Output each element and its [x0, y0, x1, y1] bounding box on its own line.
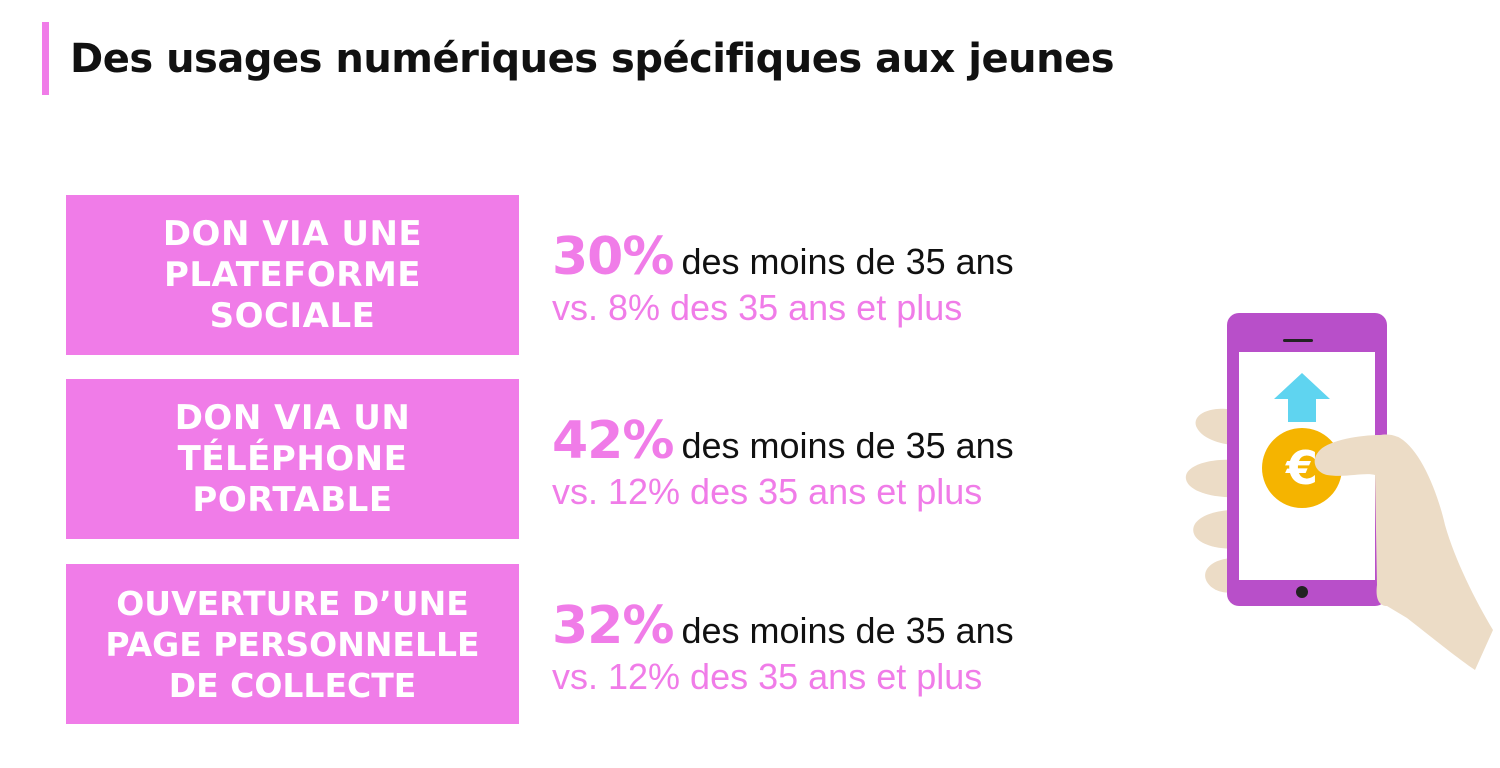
stat-older-comparison: vs. 8% des 35 ans et plus — [552, 287, 963, 328]
stat-percent: 32% — [552, 596, 674, 656]
stat-young-text: des moins de 35 ans — [681, 241, 1014, 282]
stat-young-text: des moins de 35 ans — [681, 610, 1014, 651]
phone-home-button-icon — [1296, 586, 1308, 598]
stat-percent: 42% — [552, 411, 674, 471]
stat-label-box: DON VIA UNE PLATEFORME SOCIALE — [66, 195, 519, 355]
arrow-up-icon — [1274, 373, 1330, 422]
stat-row-social-platform: DON VIA UNE PLATEFORME SOCIALE 30% des mo… — [66, 195, 1066, 355]
stat-label-box: OUVERTURE D’UNE PAGE PERSONNELLE DE COLL… — [66, 564, 519, 724]
euro-coin-icon: € — [1262, 428, 1342, 508]
stat-percent: 30% — [552, 227, 674, 287]
euro-symbol: € — [1285, 441, 1318, 495]
stat-young-text: des moins de 35 ans — [681, 425, 1014, 466]
stat-older-comparison: vs. 12% des 35 ans et plus — [552, 471, 983, 512]
hand-fingers-icon — [1185, 408, 1235, 593]
stat-label-box: DON VIA UN TÉLÉPHONE PORTABLE — [66, 379, 519, 539]
stat-values: 42% des moins de 35 ans vs. 12% des 35 an… — [552, 411, 1014, 513]
stat-row-mobile-phone: DON VIA UN TÉLÉPHONE PORTABLE 42% des moi… — [66, 379, 1066, 539]
phone-speaker-icon — [1283, 339, 1313, 342]
stat-older-comparison: vs. 12% des 35 ans et plus — [552, 656, 983, 697]
stat-label: DON VIA UN TÉLÉPHONE PORTABLE — [174, 397, 411, 520]
stat-label: OUVERTURE D’UNE PAGE PERSONNELLE DE COLL… — [105, 583, 480, 705]
stat-label: DON VIA UNE PLATEFORME SOCIALE — [162, 213, 423, 336]
stat-row-personal-fundraising-page: OUVERTURE D’UNE PAGE PERSONNELLE DE COLL… — [66, 564, 1066, 724]
title-accent-bar — [42, 22, 49, 95]
stat-values: 30% des moins de 35 ans vs. 8% des 35 ans… — [552, 227, 1014, 329]
hand-thumb-icon — [1314, 434, 1493, 670]
hand-holding-phone-icon: € — [1185, 313, 1493, 670]
page-title: Des usages numériques spécifiques aux je… — [70, 36, 1115, 82]
stat-values: 32% des moins de 35 ans vs. 12% des 35 an… — [552, 596, 1014, 698]
